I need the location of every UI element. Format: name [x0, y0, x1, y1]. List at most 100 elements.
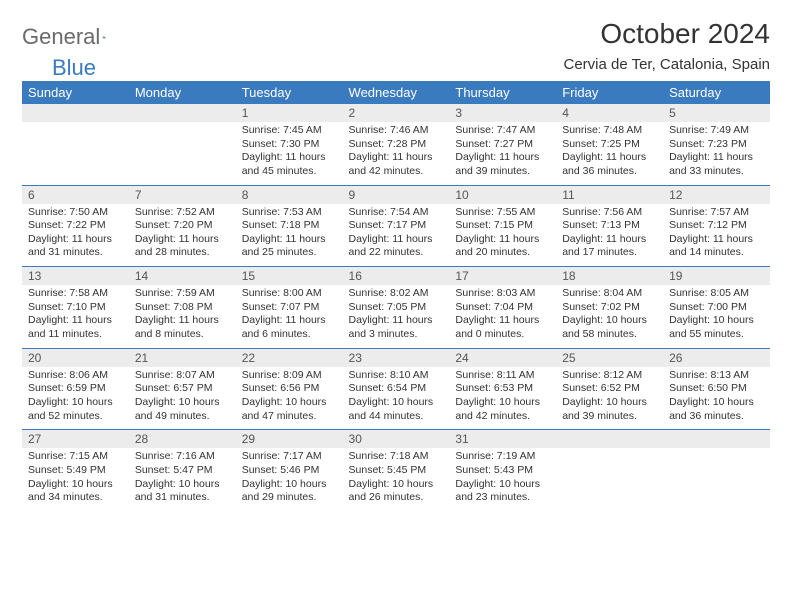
logo-text-blue: Blue: [52, 55, 96, 81]
sunrise-line: Sunrise: 7:50 AM: [28, 206, 123, 220]
page-title: October 2024: [600, 18, 770, 50]
daylight-line: Daylight: 11 hours and 22 minutes.: [349, 233, 444, 260]
sunset-line: Sunset: 6:57 PM: [135, 382, 230, 396]
day-number-cell: 23: [343, 349, 450, 367]
sunset-line: Sunset: 7:05 PM: [349, 301, 444, 315]
sunset-line: Sunset: 5:43 PM: [455, 464, 550, 478]
sunset-line: Sunset: 7:28 PM: [349, 138, 444, 152]
header-thursday: Thursday: [449, 81, 556, 104]
sunset-line: Sunset: 6:56 PM: [242, 382, 337, 396]
daylight-line: Daylight: 11 hours and 25 minutes.: [242, 233, 337, 260]
day-content-cell: Sunrise: 8:05 AMSunset: 7:00 PMDaylight:…: [663, 285, 770, 348]
header-monday: Monday: [129, 81, 236, 104]
header-row: General October 2024: [22, 18, 770, 50]
sunset-line: Sunset: 7:17 PM: [349, 219, 444, 233]
sunset-line: Sunset: 7:02 PM: [562, 301, 657, 315]
day-number-cell: 20: [22, 349, 129, 367]
day-content-row: Sunrise: 8:06 AMSunset: 6:59 PMDaylight:…: [22, 367, 770, 430]
sunrise-line: Sunrise: 8:05 AM: [669, 287, 764, 301]
daylight-line: Daylight: 10 hours and 58 minutes.: [562, 314, 657, 341]
day-number-cell: 15: [236, 267, 343, 285]
sunrise-line: Sunrise: 7:45 AM: [242, 124, 337, 138]
day-content-cell: Sunrise: 8:04 AMSunset: 7:02 PMDaylight:…: [556, 285, 663, 348]
sunrise-line: Sunrise: 8:09 AM: [242, 369, 337, 383]
sunrise-line: Sunrise: 8:00 AM: [242, 287, 337, 301]
sunrise-line: Sunrise: 7:56 AM: [562, 206, 657, 220]
header-tuesday: Tuesday: [236, 81, 343, 104]
daylight-line: Daylight: 10 hours and 23 minutes.: [455, 478, 550, 505]
day-number-cell: 28: [129, 430, 236, 448]
sunset-line: Sunset: 5:46 PM: [242, 464, 337, 478]
day-content-cell: Sunrise: 8:07 AMSunset: 6:57 PMDaylight:…: [129, 367, 236, 430]
daylight-line: Daylight: 11 hours and 0 minutes.: [455, 314, 550, 341]
day-number-cell: 22: [236, 349, 343, 367]
sunrise-line: Sunrise: 8:02 AM: [349, 287, 444, 301]
sunrise-line: Sunrise: 7:58 AM: [28, 287, 123, 301]
sunrise-line: Sunrise: 8:13 AM: [669, 369, 764, 383]
day-content-cell: Sunrise: 8:09 AMSunset: 6:56 PMDaylight:…: [236, 367, 343, 430]
day-content-cell: Sunrise: 7:57 AMSunset: 7:12 PMDaylight:…: [663, 204, 770, 267]
day-number-cell: 19: [663, 267, 770, 285]
day-number-cell: 31: [449, 430, 556, 448]
sunset-line: Sunset: 7:25 PM: [562, 138, 657, 152]
day-content-cell: Sunrise: 7:59 AMSunset: 7:08 PMDaylight:…: [129, 285, 236, 348]
day-number-cell: 16: [343, 267, 450, 285]
sunset-line: Sunset: 7:12 PM: [669, 219, 764, 233]
daylight-line: Daylight: 10 hours and 47 minutes.: [242, 396, 337, 423]
sunrise-line: Sunrise: 7:48 AM: [562, 124, 657, 138]
sunset-line: Sunset: 7:27 PM: [455, 138, 550, 152]
day-content-cell: Sunrise: 7:56 AMSunset: 7:13 PMDaylight:…: [556, 204, 663, 267]
daylight-line: Daylight: 10 hours and 39 minutes.: [562, 396, 657, 423]
day-number-cell: [22, 104, 129, 122]
day-number-cell: 25: [556, 349, 663, 367]
day-content-cell: Sunrise: 7:49 AMSunset: 7:23 PMDaylight:…: [663, 122, 770, 185]
day-content-cell: Sunrise: 8:12 AMSunset: 6:52 PMDaylight:…: [556, 367, 663, 430]
day-content-cell: Sunrise: 7:45 AMSunset: 7:30 PMDaylight:…: [236, 122, 343, 185]
daylight-line: Daylight: 10 hours and 44 minutes.: [349, 396, 444, 423]
calendar-table: Sunday Monday Tuesday Wednesday Thursday…: [22, 81, 770, 511]
daylight-line: Daylight: 10 hours and 26 minutes.: [349, 478, 444, 505]
sunrise-line: Sunrise: 8:03 AM: [455, 287, 550, 301]
logo-text-general: General: [22, 24, 100, 50]
sunrise-line: Sunrise: 7:57 AM: [669, 206, 764, 220]
day-number-cell: 17: [449, 267, 556, 285]
sunset-line: Sunset: 7:20 PM: [135, 219, 230, 233]
sunset-line: Sunset: 7:22 PM: [28, 219, 123, 233]
sunset-line: Sunset: 7:15 PM: [455, 219, 550, 233]
daylight-line: Daylight: 11 hours and 6 minutes.: [242, 314, 337, 341]
daylight-line: Daylight: 11 hours and 3 minutes.: [349, 314, 444, 341]
day-number-cell: 26: [663, 349, 770, 367]
day-content-cell: Sunrise: 7:19 AMSunset: 5:43 PMDaylight:…: [449, 448, 556, 511]
daylight-line: Daylight: 11 hours and 36 minutes.: [562, 151, 657, 178]
sunrise-line: Sunrise: 7:47 AM: [455, 124, 550, 138]
sunrise-line: Sunrise: 7:52 AM: [135, 206, 230, 220]
sunset-line: Sunset: 5:49 PM: [28, 464, 123, 478]
day-content-cell: Sunrise: 8:06 AMSunset: 6:59 PMDaylight:…: [22, 367, 129, 430]
sunset-line: Sunset: 5:47 PM: [135, 464, 230, 478]
day-number-cell: 5: [663, 104, 770, 122]
sunset-line: Sunset: 7:13 PM: [562, 219, 657, 233]
day-number-row: 13141516171819: [22, 267, 770, 285]
calendar-body: 12345Sunrise: 7:45 AMSunset: 7:30 PMDayl…: [22, 104, 770, 511]
sunrise-line: Sunrise: 7:46 AM: [349, 124, 444, 138]
day-content-cell: [129, 122, 236, 185]
daylight-line: Daylight: 10 hours and 42 minutes.: [455, 396, 550, 423]
day-number-cell: 9: [343, 186, 450, 204]
sunset-line: Sunset: 7:04 PM: [455, 301, 550, 315]
daylight-line: Daylight: 11 hours and 11 minutes.: [28, 314, 123, 341]
sunrise-line: Sunrise: 7:19 AM: [455, 450, 550, 464]
day-number-cell: 11: [556, 186, 663, 204]
sunset-line: Sunset: 7:00 PM: [669, 301, 764, 315]
day-number-cell: 3: [449, 104, 556, 122]
day-number-row: 20212223242526: [22, 349, 770, 367]
sunrise-line: Sunrise: 7:54 AM: [349, 206, 444, 220]
sunrise-line: Sunrise: 7:17 AM: [242, 450, 337, 464]
daylight-line: Daylight: 10 hours and 31 minutes.: [135, 478, 230, 505]
day-content-cell: Sunrise: 7:48 AMSunset: 7:25 PMDaylight:…: [556, 122, 663, 185]
day-content-row: Sunrise: 7:50 AMSunset: 7:22 PM Daylight:…: [22, 204, 770, 267]
day-content-cell: Sunrise: 7:15 AMSunset: 5:49 PMDaylight:…: [22, 448, 129, 511]
sunrise-line: Sunrise: 8:10 AM: [349, 369, 444, 383]
day-number-cell: 4: [556, 104, 663, 122]
logo: General: [22, 24, 128, 50]
sunset-line: Sunset: 6:53 PM: [455, 382, 550, 396]
